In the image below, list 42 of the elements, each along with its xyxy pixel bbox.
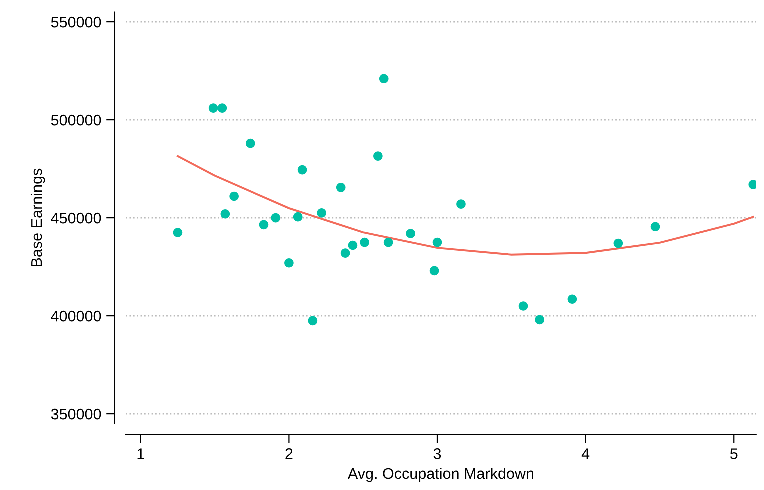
x-tick-label: 2 (286, 448, 293, 460)
point (430, 266, 440, 276)
point (456, 200, 466, 209)
point (208, 104, 218, 113)
point (384, 238, 394, 248)
point (246, 138, 256, 148)
point (650, 222, 660, 232)
point (317, 208, 326, 218)
point (518, 302, 528, 311)
y-tick-label: 450000 (51, 212, 102, 224)
point (360, 238, 370, 248)
x-tick-label: 1 (138, 448, 144, 460)
point (298, 165, 308, 175)
point (340, 248, 350, 258)
x-axis-title: Avg. Occupation Markdown (348, 468, 534, 482)
y-axis-title: Base Earnings (30, 168, 46, 266)
point (293, 212, 303, 222)
y-tick-label: 400000 (51, 310, 102, 322)
point (432, 238, 442, 248)
y-tick-label: 550000 (51, 16, 102, 28)
x-tick-label: 5 (730, 448, 738, 460)
y-tick-label: 500000 (51, 114, 102, 126)
point (284, 258, 294, 268)
point (259, 220, 269, 230)
point (348, 240, 358, 250)
point (374, 152, 383, 161)
point (406, 229, 416, 238)
point (336, 183, 346, 192)
point (568, 294, 578, 304)
point (220, 209, 230, 219)
point (230, 192, 239, 202)
line-series (176, 155, 754, 256)
point (614, 238, 624, 248)
point (173, 228, 183, 238)
point (218, 104, 228, 113)
point (308, 316, 318, 326)
y-tick-label: 350000 (51, 408, 102, 420)
x-tick-label: 4 (582, 448, 590, 460)
point (535, 315, 544, 325)
x-tick-label: 3 (434, 448, 442, 460)
point (271, 213, 281, 223)
point (379, 74, 389, 84)
